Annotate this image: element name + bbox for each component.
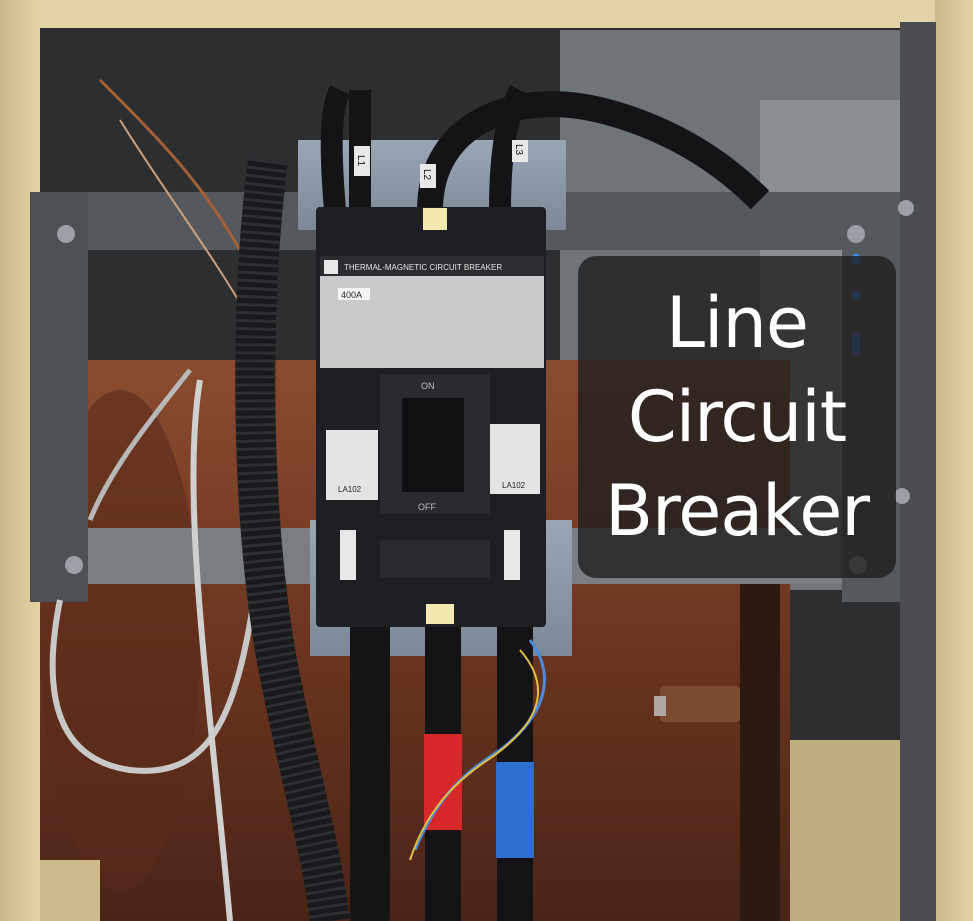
breaker-header-text: THERMAL-MAGNETIC CIRCUIT BREAKER	[344, 263, 502, 272]
breaker-handle	[402, 398, 464, 492]
tank-strap	[740, 580, 780, 921]
blue-tape	[496, 762, 534, 858]
caption-box: Line Circuit Breaker	[578, 256, 896, 578]
wire-label-l3: L3	[513, 144, 524, 156]
caption-line-2: Circuit	[627, 376, 847, 458]
cabinet-top	[0, 0, 973, 28]
wire-label-l2: L2	[421, 169, 432, 181]
breaker-rating-text: 400A	[341, 290, 362, 300]
rusty-bolt	[660, 686, 740, 722]
right-channel	[900, 22, 936, 921]
breaker-on-text: ON	[421, 381, 435, 391]
left-post	[30, 192, 88, 602]
red-tape	[424, 734, 462, 830]
floor-bracket	[790, 740, 900, 921]
breaker-off-text: OFF	[418, 502, 436, 512]
cabinet-right	[935, 0, 973, 921]
right-accessory-label	[490, 424, 540, 494]
left-accessory-label	[326, 430, 378, 500]
caption-line-3: Breaker	[604, 470, 870, 552]
load-cable-1	[350, 620, 390, 921]
wire-label-l1: L1	[355, 155, 366, 167]
caption-line-1: Line	[666, 282, 809, 364]
right-model-text: LA102	[502, 481, 526, 490]
left-model-text: LA102	[338, 485, 362, 494]
